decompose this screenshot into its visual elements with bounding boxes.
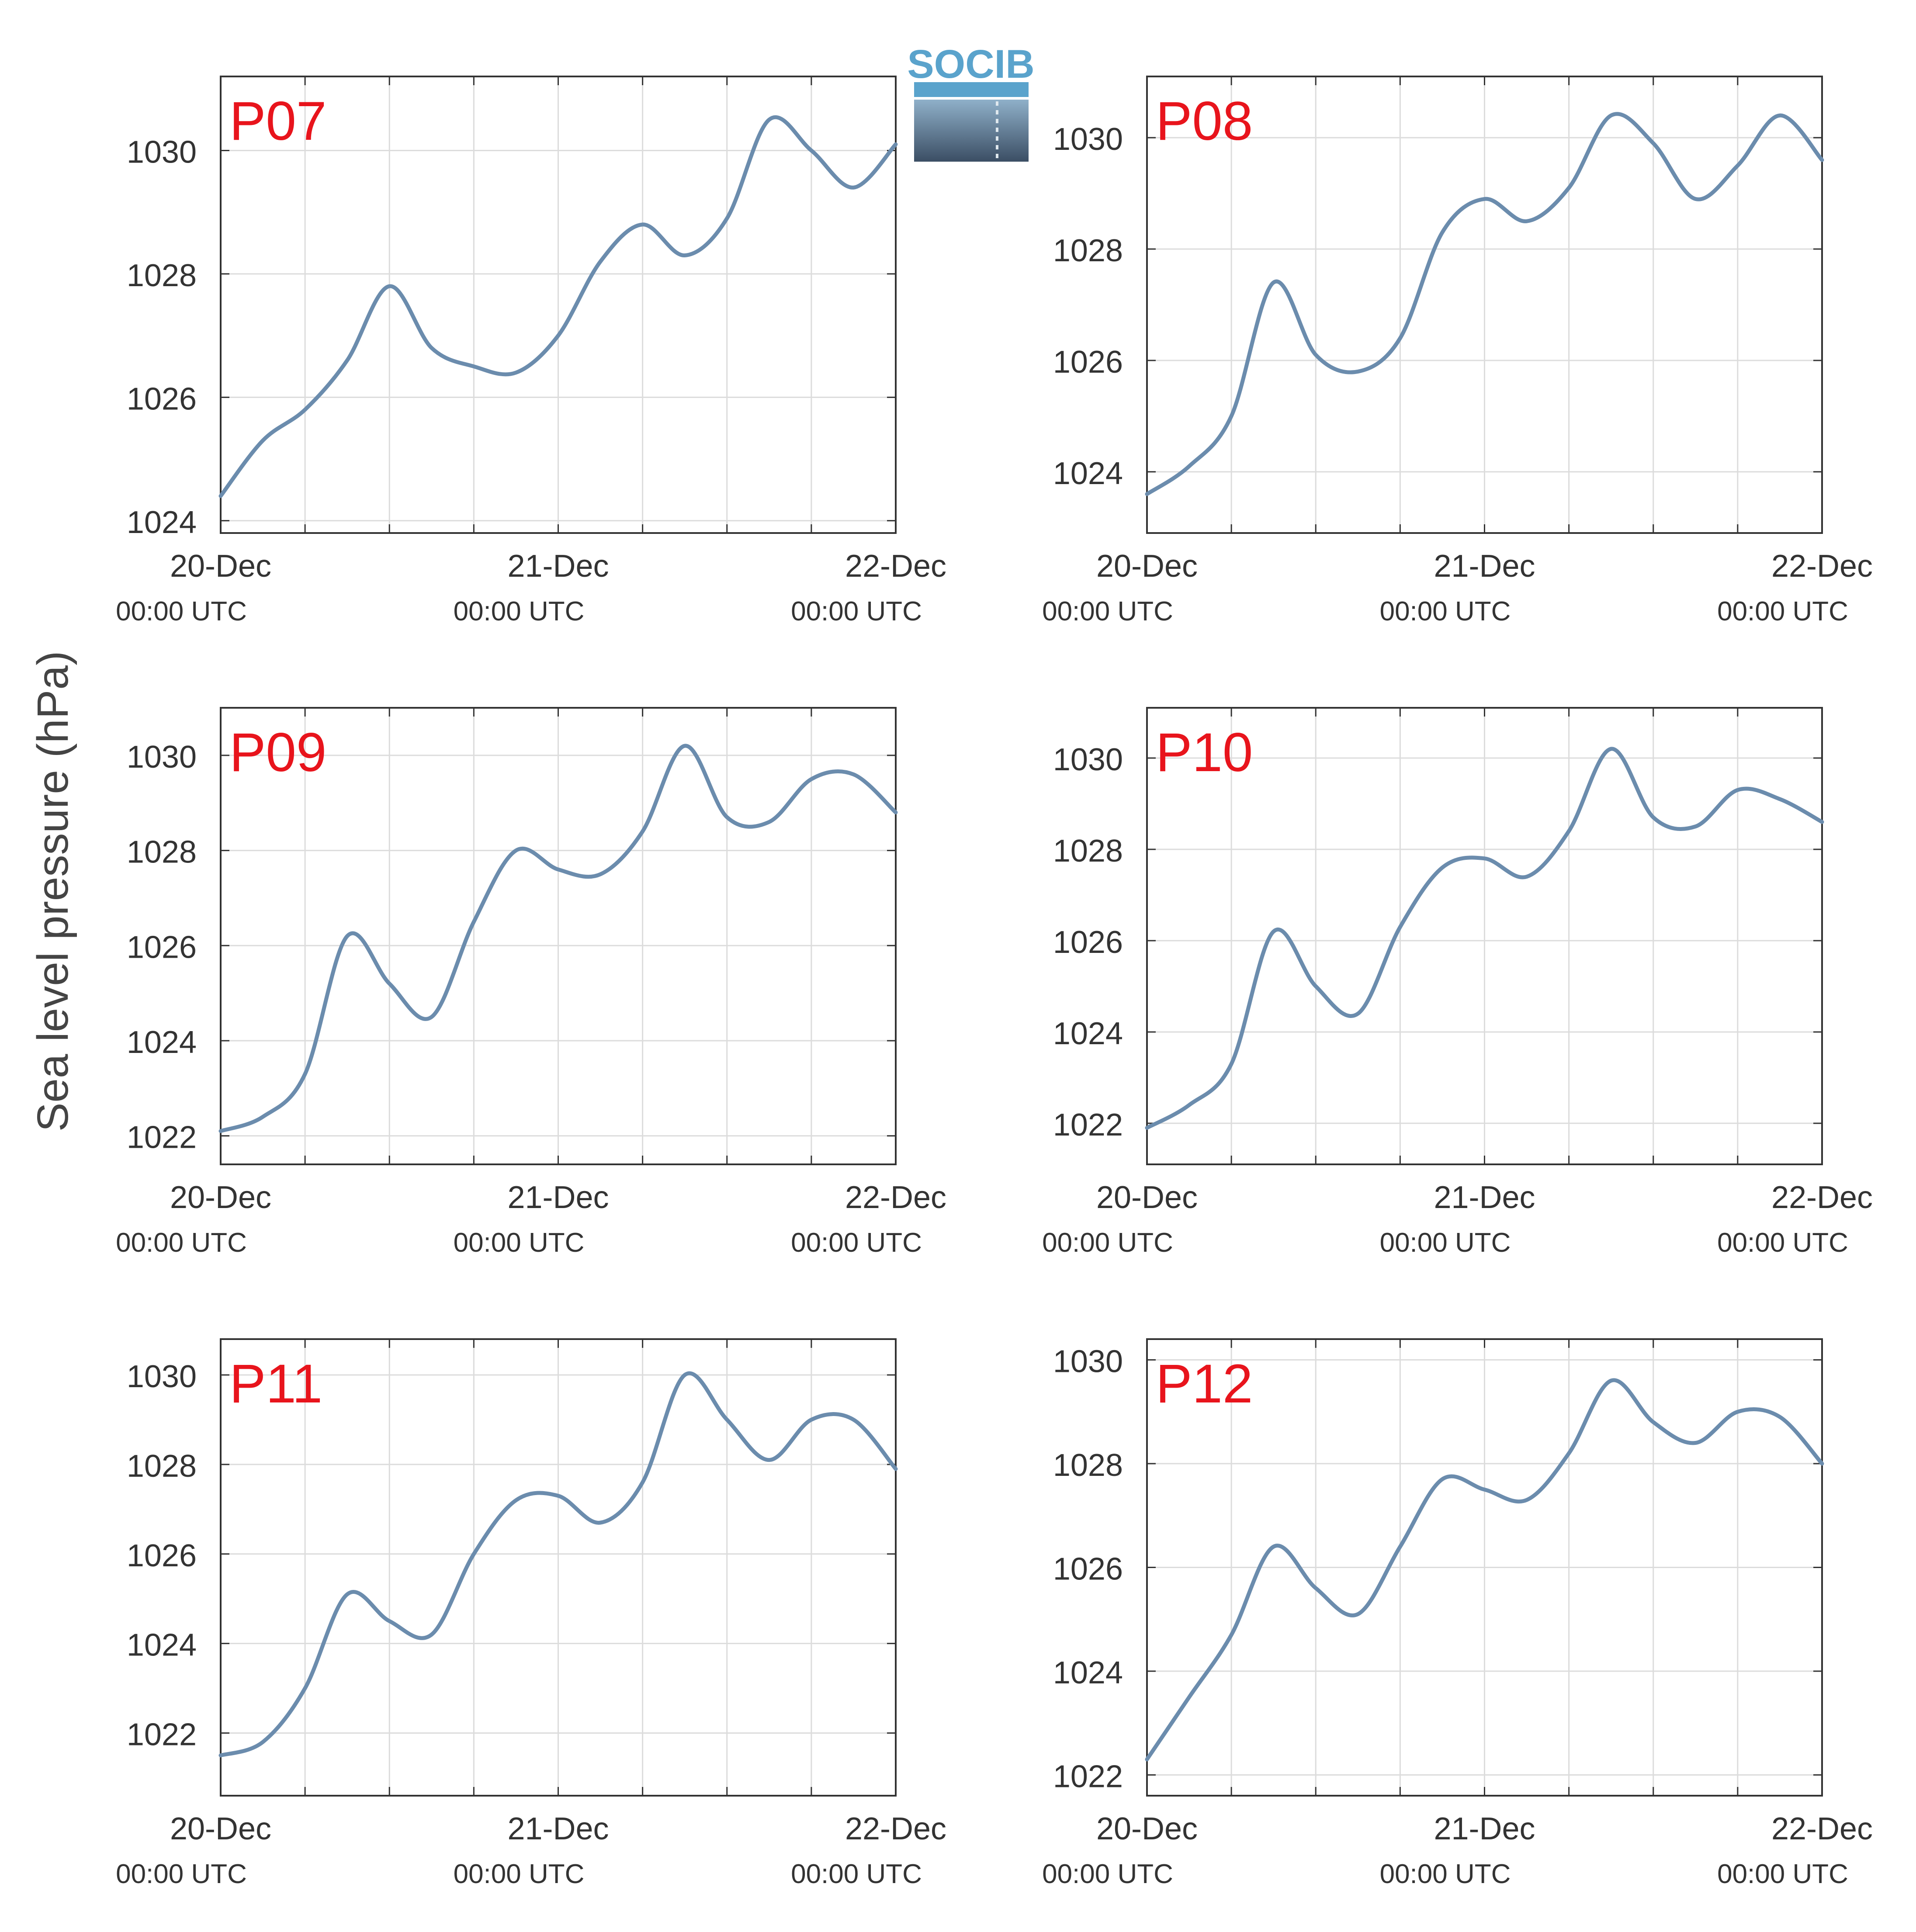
x-tick-date: 22-Dec [845, 1180, 946, 1215]
y-tick-label: 1028 [127, 1449, 197, 1484]
station-label: P08 [1156, 91, 1253, 152]
y-tick-label: 1022 [127, 1717, 197, 1752]
x-tick-time: 00:00 UTC [791, 1228, 922, 1258]
x-tick-time: 00:00 UTC [1717, 1859, 1848, 1889]
y-tick-label: 1030 [127, 740, 197, 775]
plot-frame [1146, 76, 1823, 534]
y-tick-label: 1028 [1053, 233, 1123, 268]
pressure-series-line [218, 115, 898, 498]
y-tick-label: 1024 [127, 1025, 197, 1060]
y-tick-label: 1028 [1053, 834, 1123, 869]
plot-frame [220, 76, 897, 534]
x-tick-time: 00:00 UTC [1042, 596, 1173, 627]
x-tick-time: 00:00 UTC [1380, 596, 1511, 627]
x-tick-date: 22-Dec [845, 549, 946, 584]
panel-p10: 1022 1024 1026 1028 1030 20-Dec 00:00 UTC 21-De… [1042, 707, 1873, 1258]
y-tick-label: 1030 [1053, 122, 1123, 157]
y-tick-label: 1030 [1053, 742, 1123, 777]
y-tick-label: 1026 [127, 381, 197, 416]
x-tick-time: 00:00 UTC [1717, 596, 1848, 627]
x-tick-date: 21-Dec [1434, 1180, 1535, 1215]
x-tick-time: 00:00 UTC [1380, 1859, 1511, 1889]
panel-p07: 1024 1026 1028 1030 20-Dec 00:00 UTC 21-Dec 00:… [116, 76, 946, 627]
logo-text: SOCIB [907, 42, 1034, 87]
pressure-series-line [1145, 747, 1824, 1130]
y-tick-label: 1028 [127, 258, 197, 293]
x-tick-date: 22-Dec [845, 1811, 946, 1846]
y-tick-label: 1028 [1053, 1448, 1123, 1483]
x-tick-time: 00:00 UTC [116, 596, 247, 627]
y-tick-label: 1024 [1053, 456, 1123, 491]
plot-frame [220, 1338, 897, 1797]
logo-block [914, 100, 1029, 162]
y-tick-label: 1026 [1053, 345, 1123, 380]
station-label: P12 [1156, 1354, 1253, 1414]
x-tick-date: 21-Dec [507, 549, 609, 584]
y-tick-label: 1024 [127, 1628, 197, 1663]
plot-frame [220, 707, 897, 1165]
x-tick-date: 22-Dec [1771, 1180, 1873, 1215]
x-tick-time: 00:00 UTC [454, 1859, 585, 1889]
panels: 1024 1026 1028 1030 20-Dec 00:00 UTC 21-Dec 00:… [116, 76, 1873, 1889]
x-tick-date: 20-Dec [170, 1180, 271, 1215]
y-tick-label: 1026 [1053, 1552, 1123, 1587]
y-axis-label: Sea level pressure (hPa) [28, 651, 77, 1132]
pressure-series-line [218, 744, 898, 1133]
panel-p08: 1024 1026 1028 1030 20-Dec 00:00 UTC 21-Dec 00:… [1042, 76, 1873, 627]
y-tick-label: 1024 [1053, 1655, 1123, 1690]
y-tick-label: 1024 [127, 505, 197, 540]
y-tick-label: 1024 [1053, 1016, 1123, 1051]
x-tick-time: 00:00 UTC [1042, 1859, 1173, 1889]
y-tick-label: 1022 [1053, 1759, 1123, 1794]
x-tick-date: 20-Dec [1096, 549, 1198, 584]
panel-p09: 1022 1024 1026 1028 1030 20-Dec 00:00 UTC 21-De… [116, 707, 946, 1258]
station-label: P07 [229, 91, 326, 152]
x-tick-time: 00:00 UTC [116, 1859, 247, 1889]
x-tick-date: 20-Dec [170, 549, 271, 584]
x-tick-time: 00:00 UTC [454, 1228, 585, 1258]
station-label: P09 [229, 722, 326, 783]
x-tick-date: 20-Dec [170, 1811, 271, 1846]
y-tick-label: 1026 [1053, 925, 1123, 960]
x-tick-time: 00:00 UTC [791, 1859, 922, 1889]
x-tick-date: 20-Dec [1096, 1811, 1198, 1846]
socib-logo: SOCIB [907, 42, 1035, 162]
y-tick-label: 1030 [127, 135, 197, 170]
x-tick-date: 22-Dec [1771, 1811, 1873, 1846]
x-tick-time: 00:00 UTC [1380, 1228, 1511, 1258]
pressure-series-line [1145, 1378, 1824, 1762]
y-tick-label: 1026 [127, 1538, 197, 1573]
y-tick-label: 1026 [127, 930, 197, 965]
y-tick-label: 1030 [127, 1359, 197, 1394]
plot-frame [1146, 1338, 1823, 1797]
panel-p12: 1022 1024 1026 1028 1030 20-Dec 00:00 UTC 21-De… [1042, 1338, 1873, 1889]
y-tick-label: 1030 [1053, 1344, 1123, 1379]
logo-band [914, 82, 1029, 97]
plot-frame [1146, 707, 1823, 1165]
pressure-series-line [1145, 112, 1824, 496]
x-tick-date: 21-Dec [507, 1811, 609, 1846]
y-tick-label: 1028 [127, 835, 197, 870]
x-tick-date: 21-Dec [507, 1180, 609, 1215]
x-tick-date: 22-Dec [1771, 549, 1873, 584]
x-tick-time: 00:00 UTC [1042, 1228, 1173, 1258]
station-label: P10 [1156, 722, 1253, 783]
x-tick-time: 00:00 UTC [116, 1228, 247, 1258]
x-tick-date: 20-Dec [1096, 1180, 1198, 1215]
y-tick-label: 1022 [127, 1120, 197, 1155]
x-tick-time: 00:00 UTC [1717, 1228, 1848, 1258]
x-tick-time: 00:00 UTC [454, 596, 585, 627]
station-label: P11 [229, 1354, 322, 1414]
x-tick-date: 21-Dec [1434, 549, 1535, 584]
x-tick-time: 00:00 UTC [791, 596, 922, 627]
x-tick-date: 21-Dec [1434, 1811, 1535, 1846]
y-tick-label: 1022 [1053, 1108, 1123, 1143]
panel-p11: 1022 1024 1026 1028 1030 20-Dec 00:00 UTC 21-De… [116, 1338, 946, 1889]
pressure-series-line [218, 1371, 898, 1758]
